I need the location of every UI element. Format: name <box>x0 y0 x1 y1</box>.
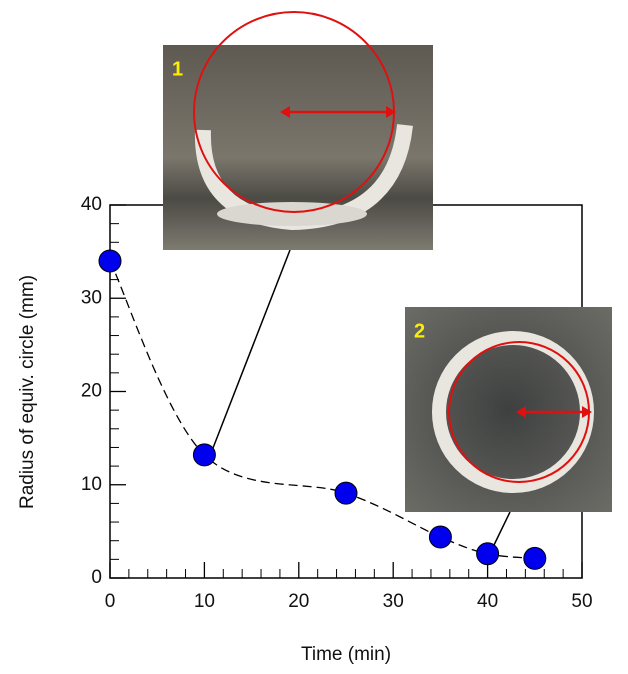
x-tick-label: 30 <box>383 591 404 612</box>
y-tick-label: 10 <box>81 474 102 495</box>
x-tick-label: 50 <box>571 591 592 612</box>
data-point <box>335 482 357 504</box>
y-tick-label: 0 <box>91 567 102 588</box>
connector <box>213 250 290 448</box>
sample <box>217 202 367 226</box>
chart: 0 10 20 30 40 50 0 10 20 30 40 1 2 Time (min) Radi… <box>0 0 628 669</box>
inset-photo: 2 <box>405 307 612 545</box>
data-point <box>524 547 546 569</box>
data-point <box>193 444 215 466</box>
x-axis-label: Time (min) <box>301 644 391 665</box>
x-tick-label: 20 <box>288 591 309 612</box>
y-tick-label: 40 <box>81 194 102 215</box>
data-point <box>429 526 451 548</box>
connector <box>494 512 510 545</box>
data-point <box>99 250 121 272</box>
y-axis-label: Radius of equiv. circle (mm) <box>17 275 38 509</box>
y-tick-label: 30 <box>81 287 102 308</box>
y-tick-label: 20 <box>81 381 102 402</box>
inset-label: 2 <box>414 320 425 342</box>
data-point <box>477 543 499 565</box>
inset-photo: 1 <box>163 12 433 448</box>
x-tick-label: 10 <box>194 591 215 612</box>
x-tick-label: 40 <box>477 591 498 612</box>
inset-label: 1 <box>172 58 183 80</box>
x-tick-label: 0 <box>105 591 116 612</box>
